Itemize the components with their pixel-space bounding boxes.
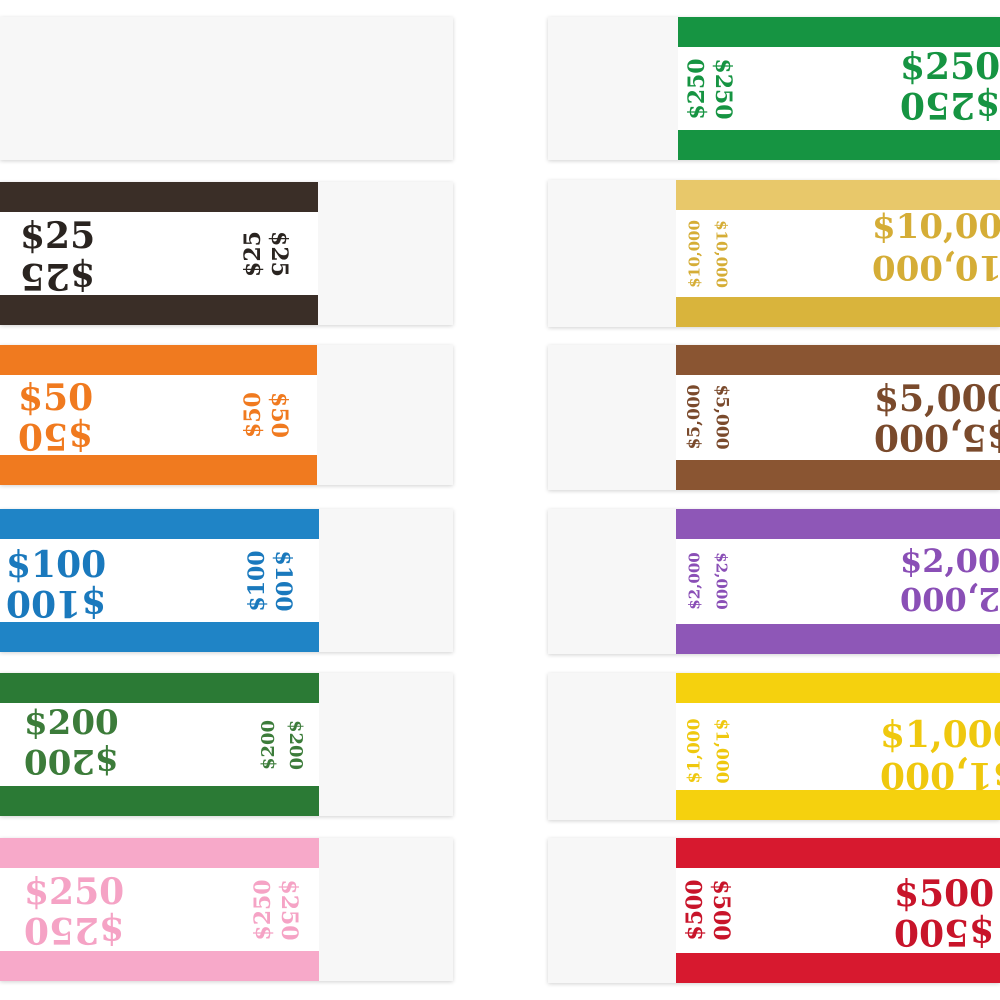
denomination-label: $500 <box>894 873 995 915</box>
color-band-bottom <box>0 455 317 485</box>
strap-blank <box>0 17 453 160</box>
side-label-inverted: $250 <box>710 58 736 120</box>
side-label-inverted: $200 <box>285 719 306 771</box>
side-label-inverted: $25 <box>266 231 292 277</box>
side-label: $5,000 <box>684 384 705 450</box>
strap-100: $100 $100 $100 $100 <box>0 509 453 652</box>
color-band-bottom <box>0 622 319 652</box>
side-label-inverted: $500 <box>708 879 734 941</box>
denomination-label: $50 <box>18 377 94 419</box>
side-label: $250 <box>684 58 710 120</box>
color-band-bottom <box>676 460 1000 490</box>
side-label-block: $250 $250 <box>680 29 740 149</box>
strap-25: $25 $25 $25 $25 <box>0 182 453 325</box>
color-band-bottom <box>676 953 1000 983</box>
denomination-label-inverted: $1,000 <box>880 754 1000 796</box>
side-label-block: $1,000 $1,000 <box>678 691 738 811</box>
side-label: $10,000 <box>685 220 704 288</box>
side-label: $50 <box>240 392 266 438</box>
denomination-label-inverted: $50 <box>18 415 94 457</box>
strap-250-green: $250 $250 $250 $250 <box>548 17 1000 160</box>
side-label: $100 <box>244 550 270 612</box>
strap-50: $50 $50 $50 $50 <box>0 345 453 485</box>
denomination-label: $250 <box>24 871 125 913</box>
denomination-label-inverted: $500 <box>894 911 995 953</box>
color-band-top <box>676 345 1000 375</box>
denomination-label: $250 <box>900 46 1000 88</box>
side-label-inverted: $50 <box>266 392 292 438</box>
denomination-label: $10,000 <box>872 207 1000 247</box>
strap-250-pink: $250 $250 $250 $250 <box>0 838 453 981</box>
color-band-bottom <box>676 624 1000 654</box>
strap-5000: $5,000 $5,000 $5,000 $5,000 <box>548 345 1000 490</box>
denomination-label: $100 <box>6 544 107 586</box>
color-band-bottom <box>678 130 1000 160</box>
side-label-block: $100 $100 <box>240 521 300 641</box>
color-band-bottom <box>0 951 319 981</box>
denomination-label: $25 <box>20 215 96 257</box>
denomination-label-inverted: $200 <box>24 741 119 781</box>
side-label-inverted: $5,000 <box>711 384 732 450</box>
side-label: $500 <box>682 879 708 941</box>
color-band-top <box>676 509 1000 539</box>
denomination-label-inverted: $250 <box>24 909 125 951</box>
color-band-top <box>0 345 317 375</box>
side-label: $200 <box>258 719 279 771</box>
denomination-label: $5,000 <box>874 378 1000 420</box>
strap-10000: $10,000 $10,000 $10,000 $10,000 <box>548 180 1000 327</box>
denomination-label: $200 <box>24 703 119 743</box>
side-label-block: $500 $500 <box>678 850 738 970</box>
side-label: $1,000 <box>684 718 705 784</box>
side-label-block: $250 $250 <box>246 850 306 970</box>
side-label: $25 <box>240 231 266 277</box>
side-label-inverted: $250 <box>276 879 302 941</box>
color-band-bottom <box>0 786 319 816</box>
denomination-label-inverted: $5,000 <box>874 416 1000 458</box>
color-band-top <box>0 509 319 539</box>
side-label: $250 <box>250 879 276 941</box>
color-band-top <box>0 838 319 868</box>
color-band-bottom <box>676 790 1000 820</box>
side-label-inverted: $100 <box>270 550 296 612</box>
side-label-block: $200 $200 <box>252 685 312 805</box>
strap-1000: $1,000 $1,000 $1,000 $1,000 <box>548 673 1000 820</box>
color-band-top <box>676 838 1000 868</box>
side-label: $2,000 <box>685 552 704 610</box>
strap-2000: $2,000 $2,000 $2,000 $2,000 <box>548 509 1000 654</box>
strap-200: $200 $200 $200 $200 <box>0 673 453 816</box>
side-label-block: $50 $50 <box>236 355 296 475</box>
denomination-label-inverted: $10,000 <box>872 247 1000 287</box>
side-label-inverted: $1,000 <box>711 718 732 784</box>
denomination-label-inverted: $25 <box>20 255 96 297</box>
color-band-bottom <box>676 297 1000 327</box>
color-band-top <box>676 673 1000 703</box>
denomination-label-inverted: $100 <box>6 582 107 624</box>
side-label-block: $10,000 $10,000 <box>678 194 738 314</box>
denomination-label: $2,000 <box>900 542 1000 580</box>
color-band-top <box>0 673 319 703</box>
side-label-block: $2,000 $2,000 <box>678 521 738 641</box>
denomination-label: $1,000 <box>880 714 1000 756</box>
denomination-label-inverted: $250 <box>900 84 1000 126</box>
side-label-block: $5,000 $5,000 <box>678 357 738 477</box>
color-band-top <box>0 182 318 212</box>
denomination-label-inverted: $2,000 <box>900 580 1000 618</box>
side-label-inverted: $2,000 <box>712 552 731 610</box>
side-label-block: $25 $25 <box>236 194 296 314</box>
strap-500: $500 $500 $500 $500 <box>548 838 1000 983</box>
color-band-bottom <box>0 295 318 325</box>
color-band-top <box>678 17 1000 47</box>
color-band-top <box>676 180 1000 210</box>
side-label-inverted: $10,000 <box>712 220 731 288</box>
